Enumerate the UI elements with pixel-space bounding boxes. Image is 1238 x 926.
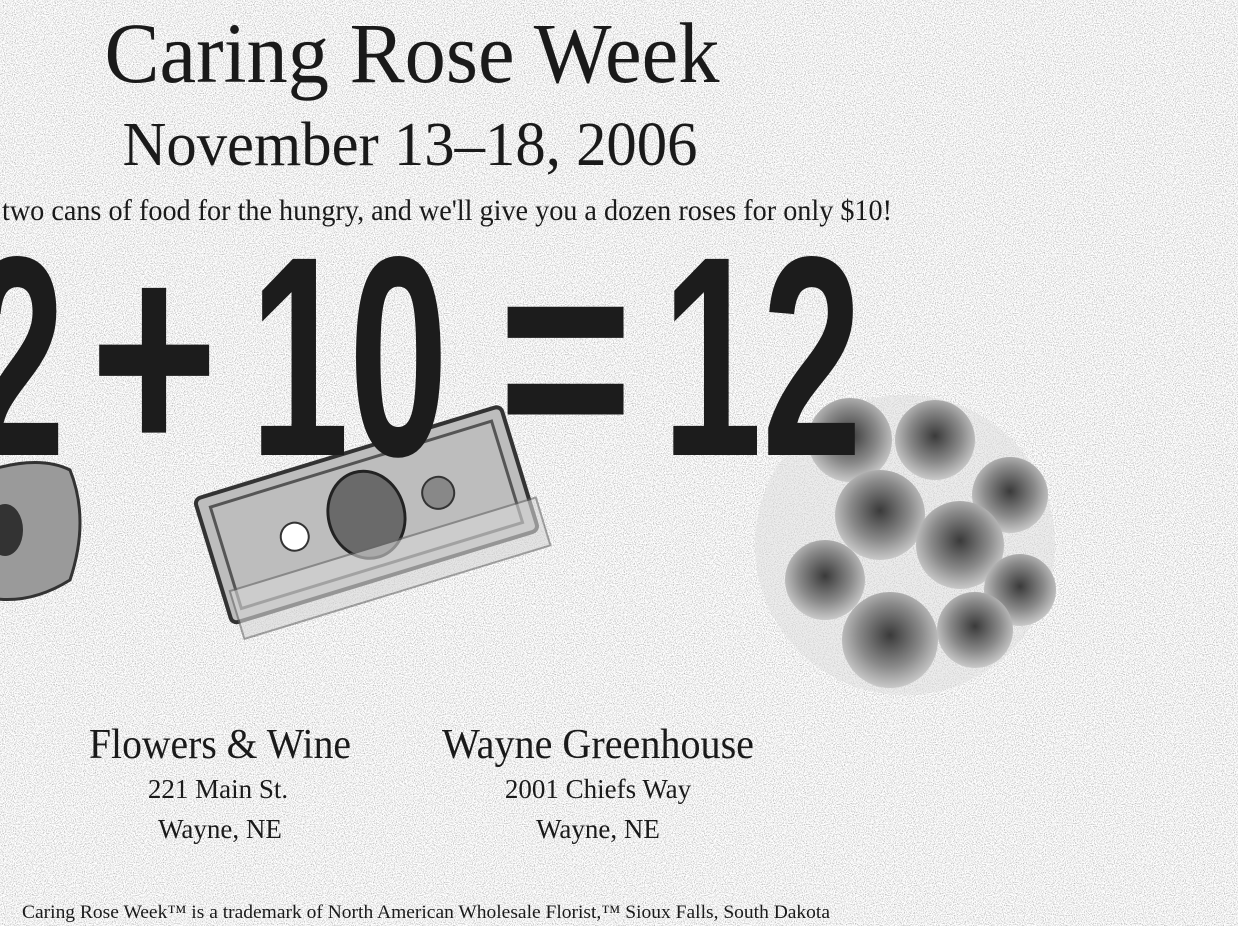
- equation-part: +: [90, 198, 218, 516]
- equation-part: 2: [0, 198, 65, 516]
- dates: November 13–18, 2006: [123, 111, 698, 179]
- equation-part: 12: [662, 198, 862, 516]
- equation: 2+10=12: [0, 198, 862, 516]
- equation-part: =: [498, 198, 633, 516]
- store-city: Wayne, NE: [158, 814, 282, 844]
- store-address: 2001 Chiefs Way: [505, 774, 692, 804]
- store-address: 221 Main St.: [148, 774, 288, 804]
- footer-note: Caring Rose Week™ is a trademark of Nort…: [22, 902, 831, 923]
- page: Caring Rose Week November 13–18, 2006 tw…: [0, 0, 1238, 926]
- store-name: Wayne Greenhouse: [442, 722, 754, 768]
- title: Caring Rose Week: [105, 5, 720, 101]
- advertisement: Caring Rose Week November 13–18, 2006 tw…: [0, 0, 1238, 926]
- store-city: Wayne, NE: [536, 814, 660, 844]
- store-name: Flowers & Wine: [89, 722, 351, 768]
- equation-part: 10: [250, 198, 448, 516]
